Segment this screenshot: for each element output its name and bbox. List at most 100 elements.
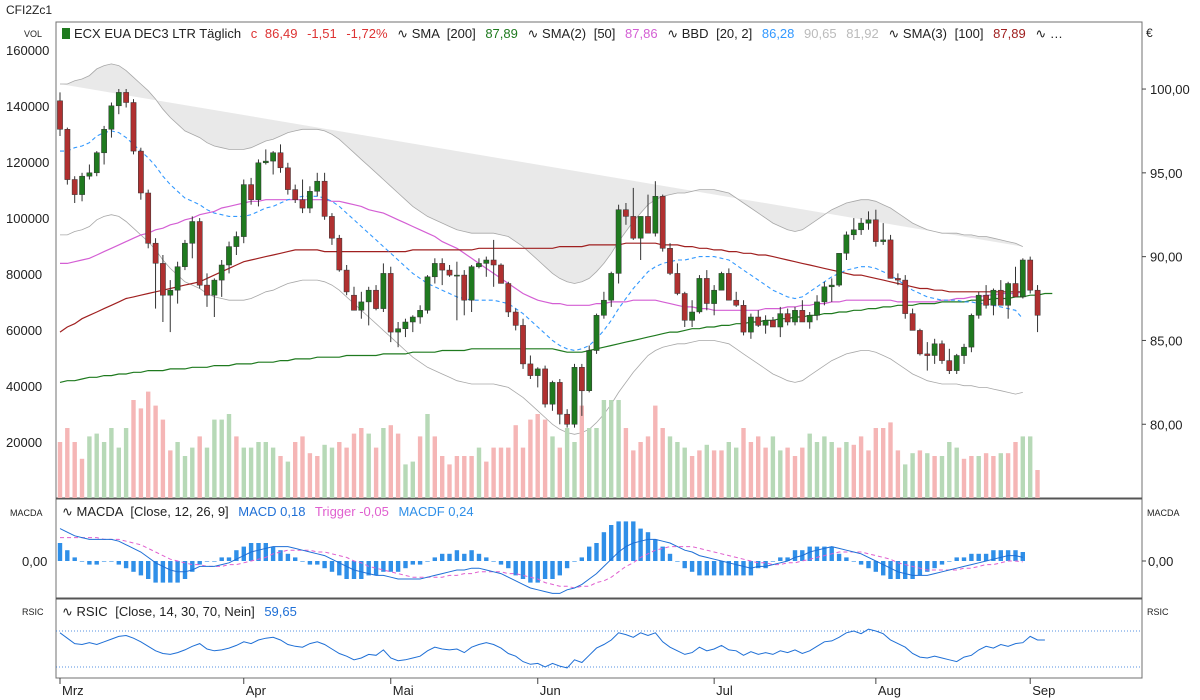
rsi-legend-params: [Close, 14, 30, 70, Nein] — [115, 604, 254, 619]
volume-bar — [1013, 442, 1018, 498]
candle-body — [968, 315, 975, 348]
candle-body — [726, 273, 732, 301]
candle-body — [196, 221, 203, 286]
volume-bar — [719, 450, 724, 498]
rsi-legend: ∿ RSIC [Close, 14, 30, 70, Nein] 59,65 — [62, 604, 297, 619]
macd-histogram-bar — [660, 546, 665, 561]
volume-bar — [564, 428, 570, 498]
candle-body — [659, 196, 666, 249]
volume-bar — [969, 456, 974, 498]
bollinger-middle-line — [60, 130, 1024, 352]
macd-histogram-bar — [417, 561, 423, 565]
volume-bar — [440, 456, 445, 498]
volume-bar — [961, 458, 967, 498]
price-tick-label: 80,00 — [1150, 417, 1183, 432]
time-tick-label: Mrz — [62, 683, 84, 698]
volume-bar — [1005, 453, 1011, 498]
volume-bar — [366, 433, 371, 498]
legend-more: … — [1050, 26, 1063, 41]
candle-body — [211, 279, 218, 296]
candle-body — [689, 311, 695, 321]
macd-histogram-bar — [506, 561, 511, 569]
candle-body — [115, 92, 122, 107]
volume-bar — [513, 425, 518, 498]
volume-tick-label: 20000 — [6, 435, 42, 450]
candle-body — [409, 316, 416, 323]
volume-bar — [976, 456, 981, 498]
bollinger-upper-line — [60, 63, 1023, 284]
volume-bar — [807, 433, 812, 498]
candle-body — [138, 150, 144, 194]
volume-bar — [1020, 436, 1025, 498]
volume-bar — [197, 436, 202, 498]
candle-body — [953, 355, 960, 371]
candle-body — [667, 248, 673, 274]
volume-bar — [535, 414, 540, 498]
volume-bar — [381, 428, 386, 498]
sma50-line — [60, 199, 1023, 311]
volume-bar — [756, 436, 761, 498]
volume-axis: 160000 140000 120000 100000 80000 60000 40000 2… — [6, 43, 49, 450]
macd-histogram-bar — [792, 550, 798, 561]
macd-histogram-bar — [425, 561, 430, 562]
legend-sma50-name: SMA(2) — [542, 26, 586, 41]
macd-histogram-bar — [182, 561, 188, 579]
candle-body — [1019, 259, 1026, 298]
candle-body — [248, 184, 254, 200]
candle-body — [64, 129, 71, 180]
rsi-axis-label-left: RSIC — [22, 607, 44, 617]
volume-bar — [881, 428, 886, 498]
macd-panel — [57, 521, 1146, 594]
volume-bar — [939, 456, 945, 498]
candle-body — [601, 299, 607, 316]
volume-bar — [329, 447, 335, 498]
volume-bar — [300, 436, 305, 498]
legend-sma200-value: 87,89 — [485, 26, 518, 41]
macd-legend: ∿ MACDA [Close, 12, 26, 9] MACD 0,18 Tri… — [62, 504, 474, 519]
candle-body — [961, 346, 967, 356]
volume-bar — [344, 447, 349, 498]
macd-histogram-bar — [983, 553, 989, 561]
volume-bar — [954, 447, 959, 498]
candle-body — [696, 278, 703, 313]
volume-bar — [234, 436, 239, 498]
candle-body — [806, 315, 813, 323]
volume-bar — [425, 414, 430, 498]
volume-bar — [888, 422, 893, 498]
macd-legend-macdf: MACDF 0,24 — [398, 504, 473, 519]
rsi-legend-value: 59,65 — [264, 604, 297, 619]
macd-histogram-bar — [1020, 552, 1025, 561]
candle-body — [836, 253, 842, 286]
macd-histogram-bar — [212, 561, 217, 562]
candle-body — [740, 305, 747, 333]
volume-bar — [190, 447, 195, 498]
candle-body — [490, 259, 497, 266]
candle-body — [123, 92, 129, 103]
volume-bar — [403, 464, 408, 498]
candle-body — [314, 180, 321, 192]
volume-bar — [322, 444, 327, 498]
candle-body — [71, 179, 78, 195]
candle-body — [821, 286, 828, 303]
macd-histogram-bar — [109, 561, 114, 562]
candle-body — [512, 311, 519, 326]
candle-body — [579, 367, 585, 392]
macd-histogram-bar — [190, 561, 195, 572]
candle-body — [380, 273, 387, 309]
candle-body — [86, 172, 93, 177]
candle-body — [189, 221, 196, 244]
macd-histogram-bar — [131, 561, 136, 572]
candle-body — [145, 192, 152, 244]
candle-body — [277, 152, 284, 169]
volume-bar — [866, 450, 871, 498]
candle-body — [865, 219, 872, 224]
volume-bar — [785, 447, 790, 498]
volume-bar — [550, 436, 555, 498]
candle-body — [483, 259, 490, 264]
macd-histogram-bar — [498, 561, 504, 565]
volume-bar — [1035, 470, 1040, 498]
candle-body — [505, 283, 512, 313]
macd-axis-label-left: MACDA — [10, 508, 43, 518]
candle-body — [637, 216, 644, 239]
candle-body — [652, 196, 659, 234]
